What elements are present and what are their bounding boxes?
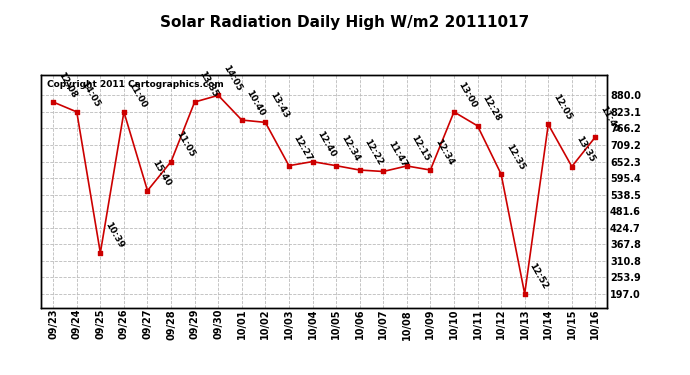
Point: [213, 92, 224, 98]
Point: [543, 122, 554, 128]
Text: 10:39: 10:39: [103, 221, 125, 250]
Text: 10:40: 10:40: [244, 88, 266, 117]
Text: 12:40: 12:40: [315, 129, 337, 159]
Point: [495, 171, 506, 177]
Point: [377, 168, 388, 174]
Point: [331, 163, 342, 169]
Point: [71, 109, 82, 115]
Text: 12:28: 12:28: [480, 94, 502, 123]
Point: [119, 109, 130, 115]
Point: [189, 99, 200, 105]
Text: 12:34: 12:34: [433, 138, 455, 167]
Text: 14:05: 14:05: [221, 63, 243, 93]
Point: [566, 164, 578, 170]
Point: [590, 134, 601, 140]
Text: 11:00: 11:00: [127, 80, 148, 109]
Text: 12:05: 12:05: [551, 93, 573, 122]
Text: Copyright 2011 Cartographics.com: Copyright 2011 Cartographics.com: [47, 80, 224, 88]
Text: 12:35: 12:35: [504, 142, 526, 171]
Text: 13:35: 13:35: [575, 135, 597, 164]
Text: 13:35: 13:35: [197, 70, 219, 99]
Text: 14:05: 14:05: [79, 80, 101, 109]
Point: [402, 163, 413, 169]
Text: 13:43: 13:43: [268, 90, 290, 120]
Text: 12:52: 12:52: [527, 262, 549, 291]
Text: 11:40: 11:40: [598, 105, 620, 134]
Point: [448, 109, 460, 115]
Text: 11:47: 11:47: [386, 139, 408, 169]
Point: [142, 188, 153, 194]
Text: 15:40: 15:40: [150, 159, 172, 188]
Text: 12:34: 12:34: [339, 134, 361, 163]
Point: [519, 291, 530, 297]
Point: [425, 167, 436, 173]
Point: [472, 123, 483, 129]
Text: Solar Radiation Daily High W/m2 20111017: Solar Radiation Daily High W/m2 20111017: [160, 15, 530, 30]
Text: 12:27: 12:27: [292, 134, 314, 163]
Point: [307, 159, 318, 165]
Point: [95, 250, 106, 256]
Text: 12:08: 12:08: [56, 70, 78, 99]
Point: [284, 163, 295, 169]
Point: [260, 119, 271, 125]
Text: 12:15: 12:15: [410, 134, 432, 163]
Text: 13:00: 13:00: [457, 80, 479, 109]
Point: [236, 117, 247, 123]
Text: 11:05: 11:05: [174, 130, 196, 159]
Point: [48, 99, 59, 105]
Point: [354, 167, 365, 173]
Point: [166, 159, 177, 165]
Text: 12:22: 12:22: [362, 138, 384, 167]
